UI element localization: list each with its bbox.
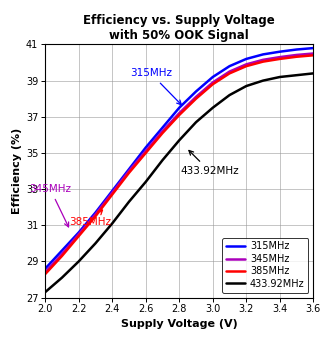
- 315MHz: [311, 46, 315, 50]
- 315MHz: [60, 249, 64, 253]
- 315MHz: [144, 145, 148, 149]
- 433.92MHz: [60, 276, 64, 280]
- Line: 433.92MHz: 433.92MHz: [45, 74, 313, 292]
- 385MHz: [161, 131, 164, 135]
- 345MHz: [43, 270, 47, 274]
- 385MHz: [77, 234, 81, 238]
- 433.92MHz: [127, 200, 131, 204]
- 433.92MHz: [228, 93, 232, 97]
- 345MHz: [311, 51, 315, 55]
- 433.92MHz: [144, 180, 148, 184]
- 345MHz: [245, 62, 248, 66]
- 433.92MHz: [94, 241, 98, 245]
- 345MHz: [60, 252, 64, 256]
- 385MHz: [261, 60, 265, 64]
- 433.92MHz: [77, 259, 81, 263]
- 385MHz: [278, 57, 282, 61]
- 315MHz: [194, 89, 198, 93]
- 315MHz: [261, 52, 265, 56]
- 315MHz: [110, 189, 114, 193]
- Text: 385MHz: 385MHz: [69, 210, 111, 227]
- 345MHz: [177, 111, 181, 115]
- 385MHz: [194, 97, 198, 101]
- 315MHz: [127, 167, 131, 171]
- Line: 345MHz: 345MHz: [45, 53, 313, 272]
- 315MHz: [228, 64, 232, 68]
- 345MHz: [127, 169, 131, 173]
- 345MHz: [228, 69, 232, 74]
- Text: 345MHz: 345MHz: [29, 184, 71, 227]
- 315MHz: [77, 231, 81, 235]
- 385MHz: [295, 55, 298, 59]
- Legend: 315MHz, 345MHz, 385MHz, 433.92MHz: 315MHz, 345MHz, 385MHz, 433.92MHz: [222, 238, 308, 293]
- 345MHz: [144, 149, 148, 153]
- Text: 315MHz: 315MHz: [130, 68, 182, 105]
- 315MHz: [177, 106, 181, 110]
- Title: Efficiency vs. Supply Voltage
with 50% OOK Signal: Efficiency vs. Supply Voltage with 50% O…: [83, 14, 275, 42]
- 433.92MHz: [161, 158, 164, 162]
- 385MHz: [311, 53, 315, 57]
- 433.92MHz: [295, 73, 298, 77]
- 315MHz: [245, 57, 248, 61]
- 345MHz: [161, 129, 164, 133]
- 433.92MHz: [110, 221, 114, 225]
- 385MHz: [211, 82, 215, 86]
- 385MHz: [177, 113, 181, 117]
- 385MHz: [60, 254, 64, 258]
- 385MHz: [144, 151, 148, 155]
- 433.92MHz: [211, 106, 215, 110]
- 385MHz: [94, 214, 98, 218]
- 315MHz: [161, 126, 164, 130]
- X-axis label: Supply Voltage (V): Supply Voltage (V): [121, 319, 238, 329]
- 345MHz: [278, 55, 282, 59]
- 385MHz: [127, 171, 131, 175]
- 345MHz: [261, 58, 265, 62]
- 315MHz: [94, 211, 98, 215]
- 315MHz: [278, 50, 282, 54]
- 315MHz: [295, 48, 298, 52]
- Text: 433.92MHz: 433.92MHz: [180, 150, 239, 176]
- 433.92MHz: [278, 75, 282, 79]
- 345MHz: [211, 80, 215, 84]
- 345MHz: [77, 232, 81, 236]
- 385MHz: [228, 71, 232, 76]
- 385MHz: [43, 272, 47, 276]
- 315MHz: [211, 75, 215, 79]
- 345MHz: [94, 212, 98, 216]
- 433.92MHz: [177, 138, 181, 142]
- 433.92MHz: [194, 120, 198, 124]
- 433.92MHz: [261, 79, 265, 83]
- 385MHz: [110, 193, 114, 197]
- 385MHz: [245, 64, 248, 68]
- 345MHz: [194, 95, 198, 99]
- 433.92MHz: [43, 290, 47, 294]
- 345MHz: [110, 190, 114, 195]
- Line: 315MHz: 315MHz: [45, 48, 313, 268]
- 345MHz: [295, 53, 298, 57]
- 433.92MHz: [311, 71, 315, 76]
- Y-axis label: Efficiency (%): Efficiency (%): [12, 128, 22, 214]
- 315MHz: [43, 266, 47, 271]
- Line: 385MHz: 385MHz: [45, 55, 313, 274]
- 433.92MHz: [245, 84, 248, 88]
